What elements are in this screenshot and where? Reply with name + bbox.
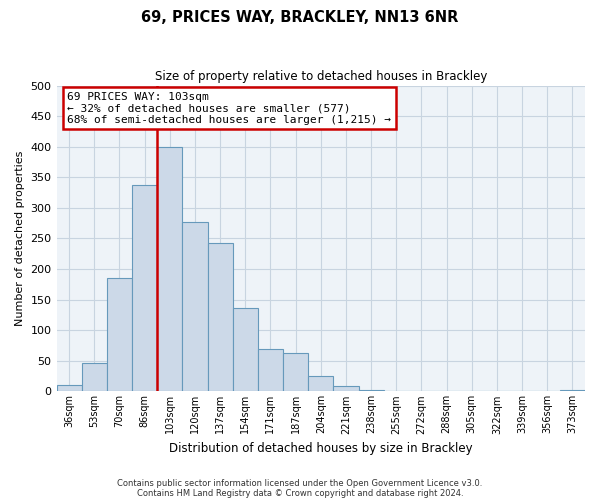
Bar: [409, 391, 434, 392]
Bar: [334, 386, 359, 392]
Bar: [82, 364, 107, 392]
Text: Contains public sector information licensed under the Open Government Licence v3: Contains public sector information licen…: [118, 478, 482, 488]
X-axis label: Distribution of detached houses by size in Brackley: Distribution of detached houses by size …: [169, 442, 473, 455]
Text: 69 PRICES WAY: 103sqm
← 32% of detached houses are smaller (577)
68% of semi-det: 69 PRICES WAY: 103sqm ← 32% of detached …: [67, 92, 391, 125]
Bar: [208, 244, 233, 392]
Bar: [157, 146, 182, 392]
Text: 69, PRICES WAY, BRACKLEY, NN13 6NR: 69, PRICES WAY, BRACKLEY, NN13 6NR: [142, 10, 458, 25]
Bar: [107, 278, 132, 392]
Bar: [233, 308, 258, 392]
Bar: [132, 184, 157, 392]
Bar: [258, 348, 283, 392]
Bar: [182, 222, 208, 392]
Bar: [56, 386, 82, 392]
Title: Size of property relative to detached houses in Brackley: Size of property relative to detached ho…: [155, 70, 487, 83]
Y-axis label: Number of detached properties: Number of detached properties: [15, 151, 25, 326]
Bar: [383, 391, 409, 392]
Text: Contains HM Land Registry data © Crown copyright and database right 2024.: Contains HM Land Registry data © Crown c…: [137, 488, 463, 498]
Bar: [283, 354, 308, 392]
Bar: [560, 390, 585, 392]
Bar: [308, 376, 334, 392]
Bar: [359, 390, 383, 392]
